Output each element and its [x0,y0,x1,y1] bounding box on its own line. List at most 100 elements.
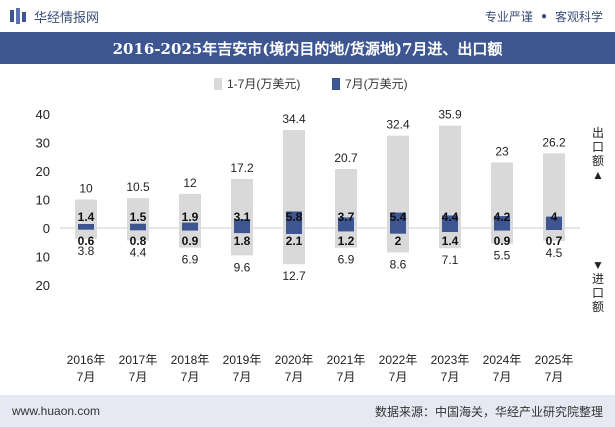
label-month-import: 0.8 [130,234,147,248]
legend-label-1: 1-7月(万美元) [227,77,300,91]
label-month-import: 1.2 [338,234,355,248]
bar-month-import [130,228,146,231]
bar-month-import [78,228,94,230]
bar-month-export [390,212,406,228]
legend-swatch-2 [332,78,340,90]
label-month-import: 0.9 [182,234,199,248]
label-month-export: 4.4 [442,210,459,224]
bar-total-export [283,129,305,228]
bar-total-import [543,228,565,241]
label-total-export: 34.4 [282,112,306,126]
label-total-import: 7.1 [442,253,459,267]
label-total-import: 12.7 [282,269,306,283]
bar-month-export [234,219,250,228]
x-tick-label: 7月 [181,370,200,384]
x-tick-label: 7月 [337,370,356,384]
label-total-import: 5.5 [494,249,511,263]
bar-total-export [491,162,513,228]
x-tick-label: 7月 [441,370,460,384]
label-month-import: 0.7 [546,234,563,248]
label-month-export: 3.7 [338,210,355,224]
legend-label-2: 7月(万美元) [345,77,408,91]
label-month-import: 2 [395,234,402,248]
y-tick-label: 10 [36,193,50,208]
label-total-import: 6.9 [182,253,199,267]
bar-month-import [546,228,562,230]
bar-month-export [494,216,510,228]
x-tick-label: 2018年 [171,353,210,367]
label-total-export: 17.2 [230,161,254,175]
bar-month-export [286,211,302,228]
bar-month-export [78,224,94,228]
label-total-import: 3.8 [78,244,95,258]
x-tick-label: 7月 [233,370,252,384]
label-month-export: 3.1 [234,210,251,224]
bar-total-import [231,228,253,256]
footer: www.huaon.com 数据来源：中国海关，华经产业研究院整理 [0,395,615,427]
bar-total-export [75,199,97,228]
x-tick-label: 2024年 [483,353,522,367]
bar-total-export [543,153,565,228]
label-month-export: 5.8 [286,210,303,224]
brand[interactable]: 华经情报网 [10,7,99,26]
y-tick-label: 10 [36,250,50,265]
bar-total-import [283,228,305,265]
bar-month-export [546,216,562,228]
bar-total-import [387,228,409,253]
label-total-export: 23 [495,144,509,158]
x-tick-label: 7月 [545,370,564,384]
bar-month-export [338,217,354,228]
legend-swatch-1 [214,78,222,90]
footer-website[interactable]: www.huaon.com [12,404,101,418]
tag-objective: 客观科学 [554,9,603,24]
label-month-import: 1.8 [234,234,251,248]
x-tick-label: 7月 [285,370,304,384]
x-tick-label: 2016年 [67,353,106,367]
label-month-export: 4 [551,210,558,224]
bar-month-import [338,228,354,232]
label-month-export: 5.4 [390,210,407,224]
import-label-text: 进口额 [591,272,604,314]
x-tick-label: 7月 [77,370,96,384]
bar-total-export [335,169,357,228]
bar-total-import [491,228,513,244]
bar-month-import [390,228,406,234]
import-side-label: ▼ 进口额 [588,258,608,314]
bar-total-import [179,228,201,248]
x-tick-label: 2017年 [119,353,158,367]
top-bar: 华经情报网 专业严谨 ● 客观科学 [0,0,615,32]
bar-month-export [130,223,146,228]
export-label-text: 出口额 [591,126,604,168]
label-total-export: 12 [183,176,197,190]
chart-title-bar: 2016-2025年吉安市(境内目的地/货源地)7月进、出口额 [0,32,615,64]
x-tick-label: 7月 [493,370,512,384]
bar-month-import [442,228,458,232]
label-total-import: 4.4 [130,246,147,260]
label-month-export: 1.9 [182,210,199,224]
x-tick-label: 2021年 [327,353,366,367]
chart-title: 2016-2025年吉安市(境内目的地/货源地)7月进、出口额 [112,39,503,58]
bar-total-export [439,125,461,228]
bar-total-export [387,135,409,228]
tag-professional: 专业严谨 [484,9,533,24]
export-side-label: 出口额 ▲ [588,126,608,182]
brand-name: 华经情报网 [34,9,100,25]
bar-total-import [127,228,149,241]
chart-area: 1-7月(万美元) 7月(万美元) 40 30 20 10 0 10 20 10 3.8 1.4 0.6… [36,77,580,384]
x-tick-label: 7月 [389,370,408,384]
bar-month-import [286,228,302,234]
label-month-export: 1.5 [130,210,147,224]
bar-month-export [442,215,458,228]
bar-total-import [75,228,97,239]
label-total-export: 10.5 [126,180,150,194]
bar-month-import [494,228,510,231]
y-tick-label: 20 [36,278,50,293]
x-tick-label: 2025年 [535,353,574,367]
separator-dot-icon: ● [540,10,547,22]
y-tick-label: 40 [36,107,50,122]
logo-icon [10,8,26,24]
label-month-import: 2.1 [286,234,303,248]
bar-month-export [182,222,198,228]
label-total-import: 6.9 [338,253,355,267]
label-month-export: 4.2 [494,210,511,224]
